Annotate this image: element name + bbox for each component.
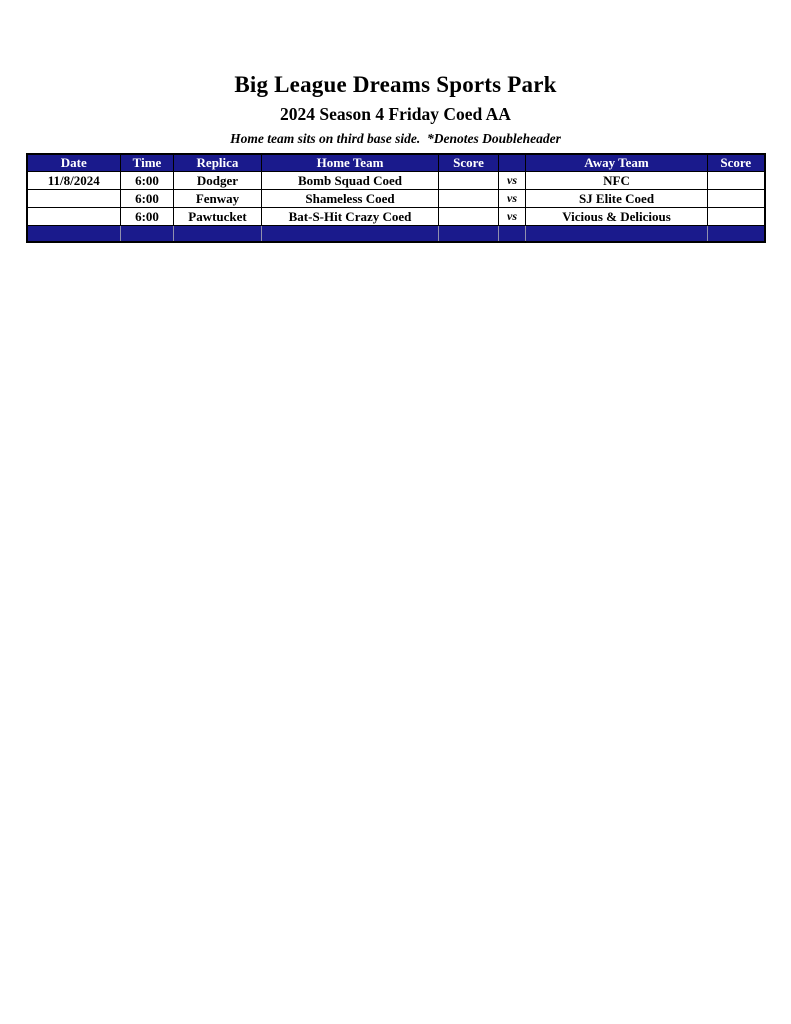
schedule-row: 11/8/2024 6:00 Dodger Bomb Squad Coed vs… bbox=[26, 171, 765, 190]
cell-date: 11/8/2024 bbox=[26, 171, 121, 190]
page-title: Big League Dreams Sports Park bbox=[234, 72, 557, 97]
cell-date bbox=[26, 189, 121, 208]
empty-cell bbox=[173, 225, 262, 243]
cell-home-score bbox=[438, 207, 499, 226]
schedule-table: Date Time Replica Home Team Score Away T… bbox=[25, 153, 766, 243]
cell-away-team: NFC bbox=[525, 171, 708, 190]
table-footer-row bbox=[25, 225, 766, 243]
col-header-away-score: Score bbox=[707, 153, 765, 172]
cell-replica: Pawtucket bbox=[173, 207, 262, 226]
cell-away-team: SJ Elite Coed bbox=[525, 189, 708, 208]
cell-vs: vs bbox=[498, 189, 526, 208]
cell-away-score bbox=[707, 189, 765, 208]
empty-cell bbox=[438, 225, 499, 243]
col-header-home-score: Score bbox=[438, 153, 499, 172]
schedule-row: 6:00 Pawtucket Bat-S-Hit Crazy Coed vs V… bbox=[26, 207, 765, 226]
cell-date bbox=[26, 207, 121, 226]
cell-vs: vs bbox=[498, 171, 526, 190]
cell-away-team: Vicious & Delicious bbox=[525, 207, 708, 226]
cell-home-team: Bomb Squad Coed bbox=[261, 171, 439, 190]
empty-cell bbox=[525, 225, 708, 243]
col-header-replica: Replica bbox=[173, 153, 262, 172]
cell-replica: Fenway bbox=[173, 189, 262, 208]
cell-home-score bbox=[438, 171, 499, 190]
page-subtitle: 2024 Season 4 Friday Coed AA bbox=[280, 104, 511, 124]
cell-time: 6:00 bbox=[120, 189, 174, 208]
document-header: Big League Dreams Sports Park 2024 Seaso… bbox=[0, 0, 791, 146]
empty-cell bbox=[120, 225, 174, 243]
cell-vs: vs bbox=[498, 207, 526, 226]
empty-cell bbox=[25, 225, 121, 243]
schedule-row: 6:00 Fenway Shameless Coed vs SJ Elite C… bbox=[26, 189, 765, 208]
col-header-time: Time bbox=[120, 153, 174, 172]
page-note: Home team sits on third base side. *Deno… bbox=[230, 131, 561, 146]
cell-time: 6:00 bbox=[120, 171, 174, 190]
col-header-home-team: Home Team bbox=[261, 153, 439, 172]
cell-home-team: Shameless Coed bbox=[261, 189, 439, 208]
col-header-vs bbox=[498, 153, 526, 172]
empty-cell bbox=[498, 225, 526, 243]
empty-cell bbox=[707, 225, 766, 243]
cell-time: 6:00 bbox=[120, 207, 174, 226]
col-header-away-team: Away Team bbox=[525, 153, 708, 172]
cell-home-team: Bat-S-Hit Crazy Coed bbox=[261, 207, 439, 226]
empty-cell bbox=[261, 225, 439, 243]
table-header-row: Date Time Replica Home Team Score Away T… bbox=[26, 153, 765, 172]
cell-away-score bbox=[707, 171, 765, 190]
col-header-date: Date bbox=[26, 153, 121, 172]
cell-home-score bbox=[438, 189, 499, 208]
cell-away-score bbox=[707, 207, 765, 226]
cell-replica: Dodger bbox=[173, 171, 262, 190]
